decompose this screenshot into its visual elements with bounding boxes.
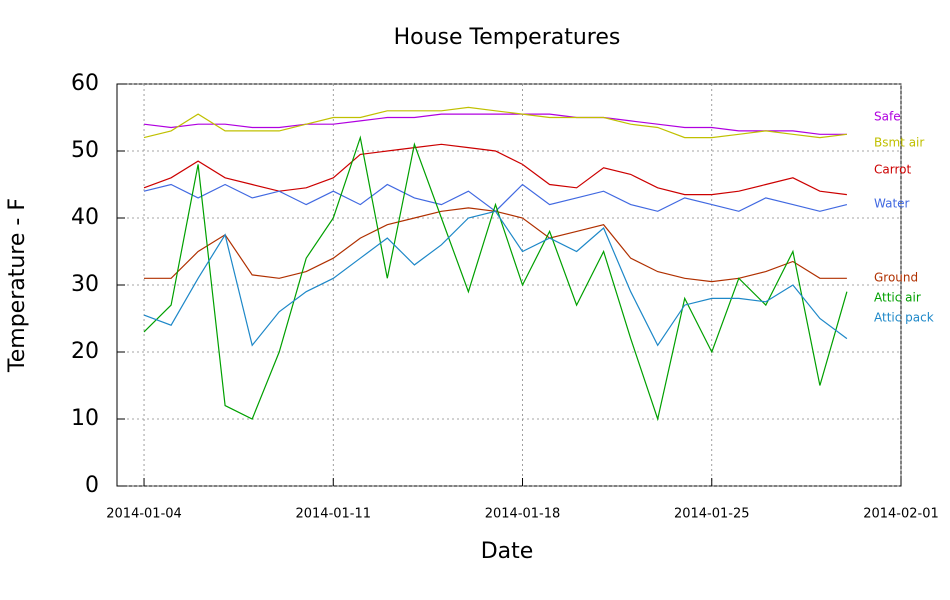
- x-axis-label: Date: [481, 539, 534, 564]
- series-line: [143, 143, 847, 196]
- legend-label: Safe: [874, 110, 901, 124]
- legend-label: Ground: [874, 271, 918, 285]
- y-tick-label: 0: [85, 473, 99, 498]
- x-tick-label: 2014-02-01: [863, 507, 939, 522]
- legend-label: Water: [874, 197, 910, 211]
- y-tick-label: 50: [71, 138, 99, 163]
- y-tick-label: 60: [71, 71, 99, 96]
- series-line: [143, 106, 847, 139]
- series-line: [143, 135, 848, 422]
- y-tick-label: 30: [71, 272, 99, 297]
- x-tick-label: 2014-01-18: [485, 507, 561, 522]
- y-tick-label: 20: [71, 339, 99, 364]
- legend-label: Bsmt air: [874, 136, 924, 150]
- series-line: [143, 210, 848, 347]
- x-tick-label: 2014-01-04: [106, 507, 182, 522]
- y-tick-label: 10: [71, 406, 99, 431]
- legend-label: Attic air: [874, 291, 921, 305]
- legend-label: Attic pack: [874, 311, 934, 325]
- series-line: [144, 207, 847, 283]
- x-tick-label: 2014-01-25: [674, 507, 750, 522]
- y-tick-label: 40: [71, 205, 99, 230]
- chart-title: House Temperatures: [394, 25, 621, 50]
- y-axis-label: Temperature - F: [5, 198, 30, 373]
- series-line: [143, 183, 848, 213]
- series-line: [143, 113, 847, 135]
- x-tick-label: 2014-01-11: [295, 507, 371, 522]
- legend-label: Carrot: [874, 163, 911, 177]
